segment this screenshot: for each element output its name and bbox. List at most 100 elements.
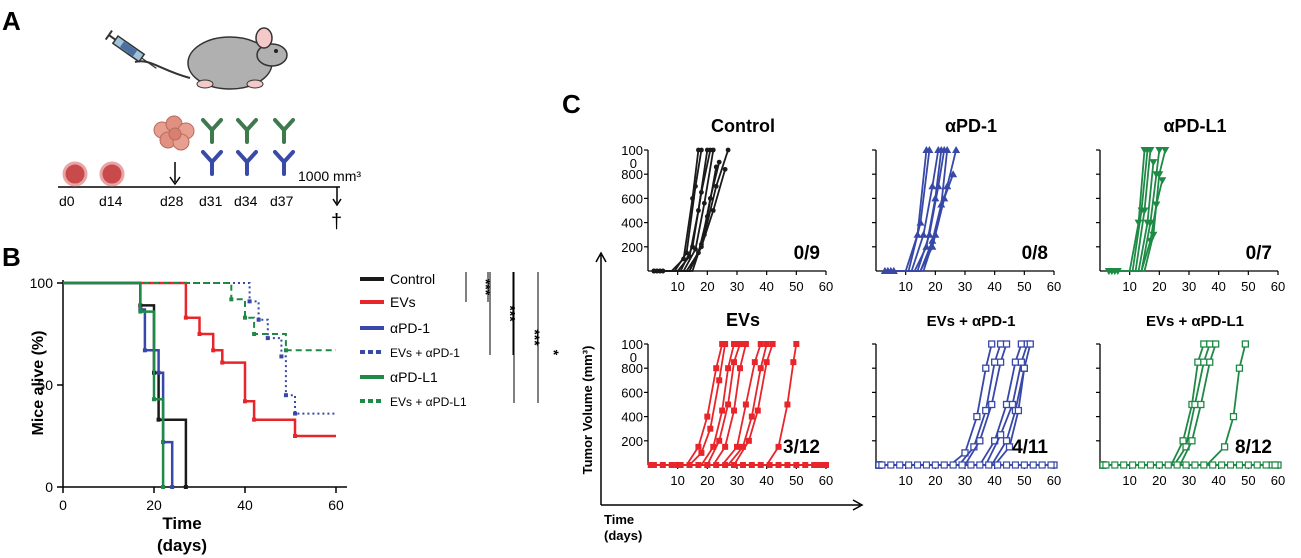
data-point-marker: [996, 358, 1005, 366]
data-point-marker: [958, 461, 966, 469]
data-point-marker: [1218, 461, 1226, 469]
mouse-icon: [134, 27, 288, 90]
x-tick-label: 50: [789, 279, 803, 294]
y-tick-label: 0: [630, 156, 637, 171]
x-tick-label: 30: [1182, 279, 1196, 294]
data-point-marker: [996, 431, 1005, 439]
data-point-marker: [1029, 461, 1037, 469]
data-point-marker: [722, 166, 728, 172]
survival-event-marker: [161, 485, 166, 489]
data-point-marker: [1008, 400, 1017, 409]
data-point-marker: [949, 461, 957, 469]
legend-label: Control: [390, 271, 435, 287]
data-point-marker: [1206, 340, 1214, 348]
data-point-marker: [751, 359, 758, 366]
growth-panel: EVs + αPD-L1 10 20 30 40 50 60 8/12: [1096, 313, 1285, 488]
survival-curve: [63, 281, 165, 487]
data-point-marker: [973, 412, 981, 421]
x-tick-label: 30: [730, 279, 744, 294]
x-tick-label: 20: [1152, 473, 1166, 488]
data-point-marker: [878, 461, 886, 469]
ev-dose-icon: [62, 161, 88, 187]
data-point-marker: [1102, 461, 1110, 469]
significance-label: ***: [478, 279, 494, 296]
survival-event-marker: [156, 417, 161, 422]
complete-response-ratio: 8/12: [1235, 437, 1272, 458]
data-point-marker: [934, 182, 943, 190]
data-point-marker: [684, 250, 689, 256]
data-point-marker: [736, 341, 743, 347]
data-point-marker: [1271, 461, 1279, 469]
day-label: d37: [270, 193, 294, 209]
data-point-marker: [1226, 461, 1235, 469]
x-tick-label: 20: [928, 473, 942, 488]
significance-label: ***: [503, 305, 519, 322]
data-point-marker: [699, 244, 704, 250]
data-point-marker: [713, 183, 719, 189]
survival-event-marker: [293, 434, 298, 438]
data-point-marker: [820, 462, 827, 468]
data-point-marker: [725, 401, 732, 408]
data-point-marker: [769, 341, 776, 347]
data-point-marker: [725, 147, 731, 153]
data-point-marker: [976, 437, 984, 445]
x-tick-label: 40: [759, 473, 773, 488]
x-tick-label: 20: [700, 473, 714, 488]
data-point-marker: [1164, 461, 1172, 469]
x-tick-label: 60: [1271, 473, 1285, 488]
data-point-marker: [713, 462, 720, 468]
data-point-marker: [763, 359, 770, 366]
x-tick-label: 40: [759, 279, 773, 294]
x-tick-label: 20: [1152, 279, 1166, 294]
x-axis-label: (days): [604, 528, 642, 543]
data-point-marker: [916, 218, 925, 226]
data-point-marker: [734, 443, 740, 450]
data-point-marker: [793, 462, 800, 468]
survival-curve: [63, 281, 174, 487]
antibody-icon: [236, 150, 258, 176]
survival-event-marker: [138, 309, 143, 314]
growth-panel: Control 200 400 600 800 1000 10 20 30 40 50 60 0/9: [621, 116, 833, 294]
x-tick-label: 10: [898, 279, 912, 294]
survival-event-marker: [229, 297, 234, 302]
data-point-marker: [731, 341, 738, 347]
data-point-marker: [731, 359, 738, 366]
y-tick-label: 400: [621, 410, 643, 425]
legend: Control EVs αPD-1 EVs + αPD-1 αPD-L1 EVs + αP…: [360, 271, 467, 409]
y-tick-label: 800: [621, 167, 643, 182]
data-point-marker: [931, 461, 939, 469]
survival-event-marker: [152, 397, 156, 402]
y-axis-label: Mice alive (%): [30, 331, 47, 436]
x-tick-label: 20: [700, 279, 714, 294]
data-point-marker: [659, 462, 666, 468]
data-point-marker: [699, 147, 704, 153]
x-tick-label: 40: [1211, 279, 1225, 294]
y-tick-label: 0: [45, 479, 53, 495]
survival-event-marker: [183, 315, 188, 320]
panel-label-b: B: [2, 242, 21, 272]
x-tick-label: 10: [898, 473, 912, 488]
data-point-marker: [722, 341, 729, 347]
panel-title: αPD-L1: [1163, 116, 1226, 136]
tumor-curve: [879, 343, 1002, 466]
data-point-marker: [701, 200, 707, 206]
data-point-marker: [943, 146, 952, 153]
significance-brackets: **********: [465, 272, 562, 403]
data-point-marker: [731, 407, 738, 414]
data-point-marker: [1146, 147, 1155, 154]
data-point-marker: [982, 406, 990, 415]
data-point-marker: [1146, 461, 1155, 469]
y-axis-label: Tumor Volume (mm³): [580, 346, 595, 475]
data-point-marker: [952, 146, 961, 153]
data-point-marker: [713, 365, 720, 372]
survival-event-marker: [252, 417, 257, 422]
data-point-marker: [784, 401, 791, 408]
data-point-marker: [1197, 400, 1205, 409]
data-point-marker: [1200, 358, 1208, 366]
survival-event-marker: [197, 332, 202, 336]
data-point-marker: [1137, 461, 1146, 469]
x-tick-label: 10: [670, 279, 684, 294]
data-point-marker: [766, 462, 773, 468]
survival-curve: [63, 282, 336, 352]
data-point-marker: [790, 359, 797, 366]
